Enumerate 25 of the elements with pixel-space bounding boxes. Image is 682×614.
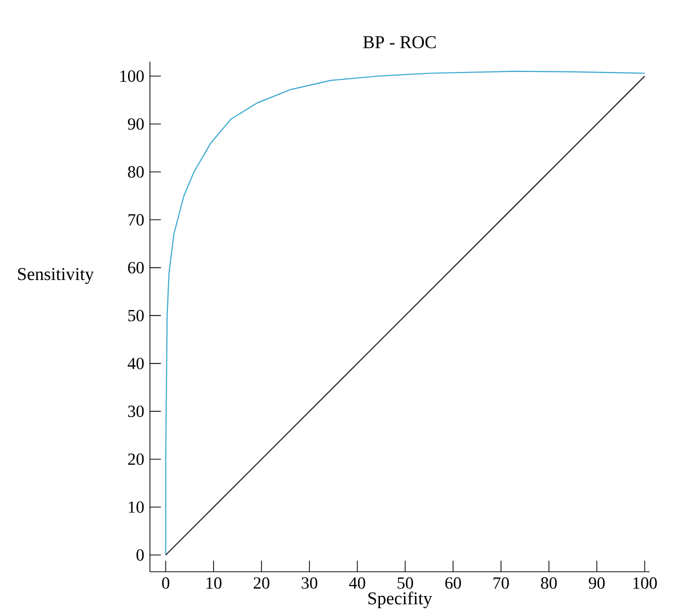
x-tick-label: 100 <box>633 577 657 589</box>
y-tick-label: 50 <box>128 310 144 322</box>
y-tick-label: 20 <box>128 453 144 465</box>
x-tick-label: 10 <box>206 577 222 589</box>
y-tick-label: 60 <box>128 262 144 274</box>
y-tick-label: 30 <box>128 406 144 418</box>
y-tick-label: 40 <box>128 358 144 370</box>
y-tick-label: 70 <box>128 214 144 226</box>
y-tick-label: 90 <box>128 118 144 130</box>
y-axis-title: Sensitivity <box>18 268 94 284</box>
x-tick-label: 50 <box>398 577 414 589</box>
chart-title: BP - ROC <box>363 36 436 48</box>
x-axis-title: Specifity <box>368 592 432 608</box>
y-tick-label: 100 <box>120 70 144 82</box>
x-tick-label: 40 <box>349 577 366 589</box>
y-tick-label: 80 <box>128 166 144 178</box>
x-tick-label: 80 <box>541 577 557 589</box>
x-tick-label: 0 <box>162 577 170 589</box>
y-tick-label: 0 <box>136 549 144 561</box>
x-tick-label: 20 <box>254 577 270 589</box>
x-tick-label: 70 <box>494 577 509 589</box>
y-tick-label: 10 <box>128 501 144 513</box>
x-tick-label: 60 <box>445 577 461 589</box>
x-tick-label: 90 <box>588 577 605 589</box>
x-tick-label: 30 <box>302 577 318 589</box>
